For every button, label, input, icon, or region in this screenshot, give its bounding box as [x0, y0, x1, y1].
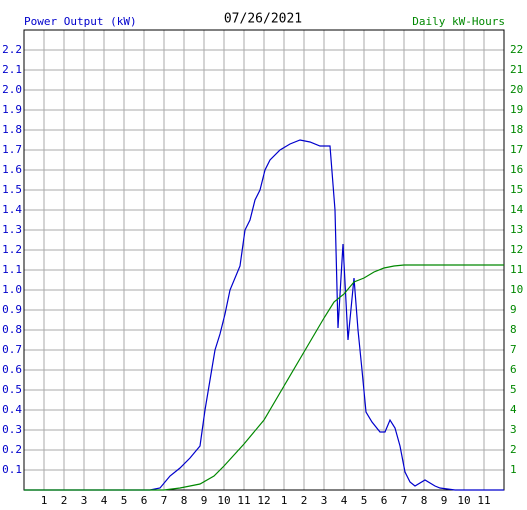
y-tick-label: 1.9: [2, 103, 22, 116]
x-tick-label: 6: [141, 494, 148, 507]
y-tick-label: 1.0: [2, 283, 22, 296]
y2-tick-label: 21: [510, 63, 523, 76]
x-tick-label: 4: [101, 494, 108, 507]
series-line: [24, 139, 504, 491]
y2-tick-label: 1: [510, 463, 517, 476]
y-tick-label: 0.7: [2, 343, 22, 356]
chart-title: 07/26/2021: [224, 12, 302, 27]
x-tick-label: 7: [401, 494, 408, 507]
x-tick-label: 1: [41, 494, 48, 507]
y-tick-label: 1.3: [2, 223, 22, 236]
y2-tick-label: 4: [510, 403, 517, 416]
y2-tick-label: 13: [510, 223, 523, 236]
x-tick-label: 11: [477, 494, 490, 507]
y-tick-label: 0.8: [2, 323, 22, 336]
plot-border: [23, 29, 505, 491]
y2-tick-label: 16: [510, 163, 523, 176]
y2-axis-label: Daily kW-Hours: [412, 15, 505, 28]
x-tick-label: 5: [361, 494, 368, 507]
y2-tick-label: 2: [510, 443, 517, 456]
y2-tick-label: 22: [510, 43, 523, 56]
y-tick-label: 0.9: [2, 303, 22, 316]
y2-tick-label: 5: [510, 383, 517, 396]
y-tick-label: 0.1: [2, 463, 22, 476]
y2-tick-label: 8: [510, 323, 517, 336]
y-tick-label: 1.6: [2, 163, 22, 176]
y-tick-label: 1.2: [2, 243, 22, 256]
x-tick-label: 12: [257, 494, 270, 507]
y2-tick-label: 20: [510, 83, 523, 96]
x-tick-label: 5: [121, 494, 128, 507]
x-tick-label: 8: [181, 494, 188, 507]
y2-tick-label: 12: [510, 243, 523, 256]
y-tick-label: 1.7: [2, 143, 22, 156]
y-tick-label: 0.6: [2, 363, 22, 376]
y2-tick-label: 10: [510, 283, 523, 296]
x-tick-label: 3: [81, 494, 88, 507]
y-tick-label: 1.5: [2, 183, 22, 196]
y2-tick-label: 14: [510, 203, 524, 216]
x-tick-label: 11: [237, 494, 250, 507]
series-line: [24, 264, 504, 491]
y-tick-label: 1.8: [2, 123, 22, 136]
y2-tick-label: 11: [510, 263, 523, 276]
y-tick-label: 2.2: [2, 43, 22, 56]
y-tick-label: 1.1: [2, 263, 22, 276]
x-tick-label: 2: [301, 494, 308, 507]
y2-tick-label: 19: [510, 103, 523, 116]
y-axis-label: Power Output (kW): [24, 15, 137, 28]
x-tick-label: 6: [381, 494, 388, 507]
x-tick-label: 2: [61, 494, 68, 507]
x-tick-label: 8: [421, 494, 428, 507]
x-tick-label: 7: [161, 494, 168, 507]
x-tick-label: 9: [441, 494, 448, 507]
y2-tick-label: 17: [510, 143, 523, 156]
y2-tick-label: 7: [510, 343, 517, 356]
y-tick-label: 1.4: [2, 203, 22, 216]
y2-tick-label: 3: [510, 423, 517, 436]
y2-tick-label: 15: [510, 183, 523, 196]
y-tick-label: 0.4: [2, 403, 22, 416]
x-tick-label: 9: [201, 494, 208, 507]
y-tick-label: 0.3: [2, 423, 22, 436]
y-tick-label: 2.1: [2, 63, 22, 76]
x-tick-label: 4: [341, 494, 348, 507]
y2-tick-label: 6: [510, 363, 517, 376]
x-tick-label: 10: [217, 494, 230, 507]
y2-tick-label: 18: [510, 123, 523, 136]
y-tick-label: 0.2: [2, 443, 22, 456]
y2-tick-label: 9: [510, 303, 517, 316]
y-tick-label: 2.0: [2, 83, 22, 96]
y-tick-label: 0.5: [2, 383, 22, 396]
x-tick-label: 10: [457, 494, 470, 507]
x-tick-label: 3: [321, 494, 328, 507]
x-tick-label: 1: [281, 494, 288, 507]
